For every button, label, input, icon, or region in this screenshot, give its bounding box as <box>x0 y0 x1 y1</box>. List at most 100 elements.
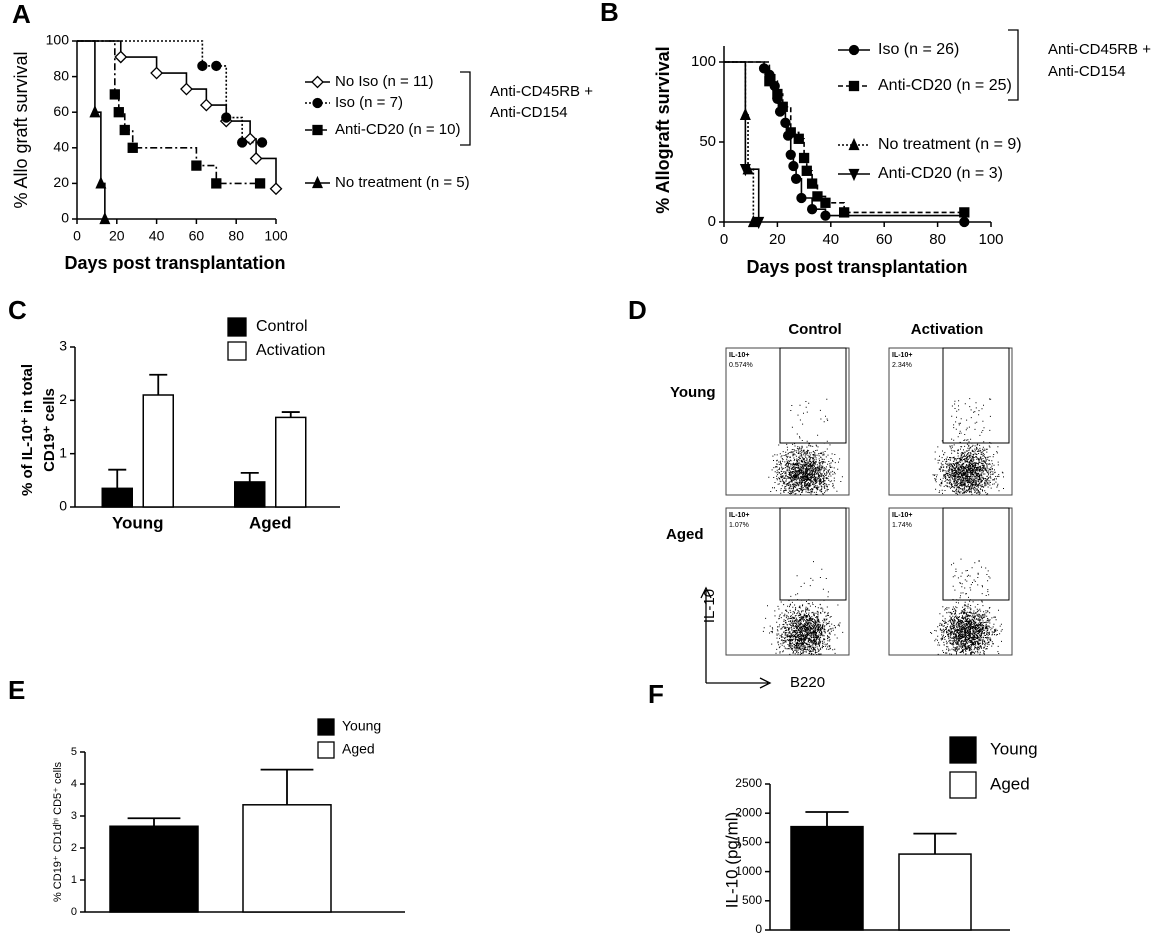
legend-label: Young <box>342 718 381 734</box>
y-tick-label: 0 <box>71 906 77 918</box>
survival-curve <box>77 40 261 185</box>
marker <box>113 107 124 118</box>
y-tick-label: 60 <box>53 103 69 119</box>
y-axis-label: IL-10 <box>701 589 718 623</box>
plot-frame <box>888 347 1013 496</box>
y-axis-label: % Allograft survival <box>653 46 673 213</box>
marker <box>312 97 323 109</box>
gate <box>779 347 847 444</box>
marker <box>848 168 860 182</box>
marker <box>127 142 138 153</box>
marker <box>812 191 823 202</box>
y-tick-label: 4 <box>71 778 77 790</box>
y-tick-label: 1000 <box>735 864 762 878</box>
gate-percent: 0.574% <box>729 362 753 369</box>
y-tick-label: 100 <box>691 53 716 70</box>
x-tick-label: 60 <box>189 228 205 244</box>
event-dots <box>762 561 844 655</box>
gate-percent: 2.34% <box>892 362 912 369</box>
y-tick-label: 0 <box>59 498 67 514</box>
x-tick-label: 100 <box>978 231 1003 248</box>
legend-label: Anti-CD20 (n = 3) <box>878 165 1003 182</box>
marker <box>237 137 248 148</box>
y-tick-label: 0 <box>61 210 69 226</box>
y-tick-label: 1 <box>71 874 77 886</box>
y-tick-label: 3 <box>59 338 67 354</box>
bar <box>109 825 199 913</box>
x-tick-label: 60 <box>876 231 893 248</box>
y-tick-label: 1500 <box>735 835 762 849</box>
y-tick-label: 20 <box>53 174 69 190</box>
marker <box>191 160 202 171</box>
x-tick-label: 100 <box>264 228 288 244</box>
x-axis-label: Days post transplantation <box>746 257 967 277</box>
y-tick-label: 2 <box>59 391 67 407</box>
legend-label: No treatment (n = 9) <box>878 136 1022 153</box>
marker <box>99 211 111 225</box>
bracket-label: Anti-CD154 <box>490 104 568 121</box>
y-tick-label: 2500 <box>735 776 762 790</box>
x-tick-label: 40 <box>822 231 839 248</box>
x-tick-label: 80 <box>228 228 244 244</box>
y-tick-label: 0 <box>708 213 716 230</box>
marker <box>820 197 831 208</box>
survival-curve <box>77 40 263 144</box>
marker <box>114 50 128 64</box>
marker <box>221 112 232 123</box>
panel-label: B <box>600 0 619 27</box>
column-label: Activation <box>911 321 984 338</box>
legend-swatch <box>949 771 977 799</box>
marker <box>793 133 804 144</box>
legend-label: Aged <box>990 774 1030 793</box>
y-tick-label: 50 <box>699 133 716 150</box>
marker <box>311 75 324 89</box>
gate-label: IL-10+ <box>729 352 749 359</box>
legend-label: Iso (n = 7) <box>335 94 403 111</box>
bracket-label: Anti-CD154 <box>1048 63 1126 80</box>
y-tick-label: 500 <box>742 893 762 907</box>
marker <box>150 66 164 80</box>
survival-curve <box>77 40 277 189</box>
survival-curve <box>77 40 106 219</box>
bar <box>101 487 133 508</box>
y-tick-label: 80 <box>53 67 69 83</box>
marker <box>764 76 775 87</box>
panel-label: F <box>648 679 664 709</box>
legend-swatch <box>317 718 335 736</box>
y-tick-label: 40 <box>53 139 69 155</box>
legend-label: Activation <box>256 342 325 359</box>
bracket <box>460 71 471 146</box>
legend-label: No Iso (n = 11) <box>335 73 434 90</box>
row-label: Aged <box>666 526 704 543</box>
marker <box>95 176 107 189</box>
marker <box>848 137 860 151</box>
event-dots <box>768 398 843 495</box>
marker <box>806 204 818 215</box>
marker <box>199 98 213 112</box>
x-tick-label: 20 <box>769 231 786 248</box>
marker <box>820 210 831 221</box>
bar <box>142 394 174 508</box>
bar <box>898 853 972 931</box>
bracket <box>1008 29 1019 101</box>
x-tick-label: Aged <box>249 513 292 532</box>
marker <box>777 101 788 112</box>
x-tick-label: 80 <box>929 231 946 248</box>
marker <box>959 216 970 228</box>
gate-percent: 1.74% <box>892 522 912 529</box>
marker <box>785 127 796 138</box>
y-tick-label: 0 <box>755 922 762 936</box>
gate-label: IL-10+ <box>892 352 912 359</box>
x-tick-label: 40 <box>149 228 165 244</box>
gate-percent: 1.07% <box>729 522 749 529</box>
marker <box>254 178 266 189</box>
marker <box>249 152 263 165</box>
gate <box>942 347 1010 444</box>
marker <box>269 182 283 196</box>
x-tick-label: 20 <box>109 228 125 244</box>
row-label: Young <box>670 384 716 401</box>
bar <box>234 481 266 508</box>
y-axis-label: IL-10 (pg/ml) <box>722 812 741 908</box>
bar <box>242 804 332 913</box>
